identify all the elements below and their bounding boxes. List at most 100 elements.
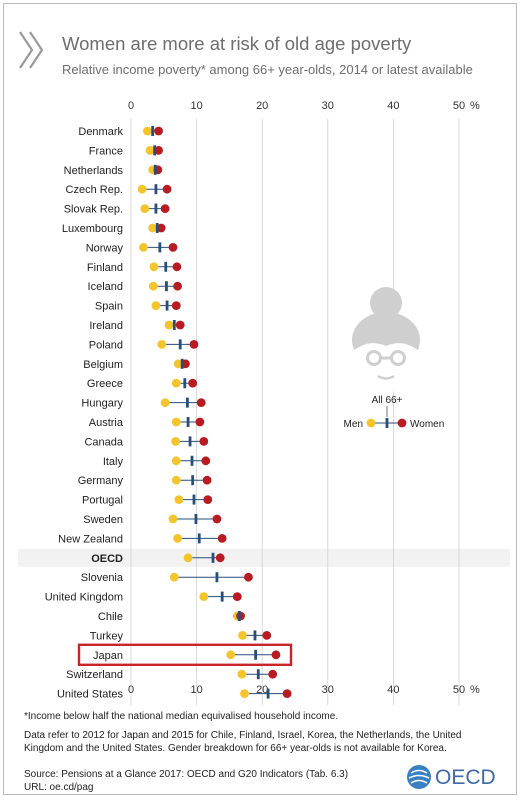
category-label: Slovenia: [81, 572, 124, 584]
all-marker: [165, 281, 168, 292]
source-text: Source: Pensions at a Glance 2017: OECD …: [24, 769, 349, 780]
men-dot: [171, 378, 181, 388]
oecd-logo-text: OECD: [435, 766, 496, 789]
women-dot: [160, 204, 170, 214]
chart-frame: [3, 3, 517, 795]
source-block: Source: Pensions at a Glance 2017: OECD …: [24, 768, 348, 794]
men-dot: [137, 184, 147, 194]
category-label: Switzerland: [66, 669, 123, 681]
category-label: Luxembourg: [62, 223, 123, 235]
all-marker: [192, 494, 196, 505]
all-marker: [266, 688, 270, 699]
women-dot: [168, 243, 178, 252]
women-dot: [188, 378, 198, 388]
men-dot: [164, 320, 174, 330]
category-label: Ireland: [89, 320, 123, 332]
women-dot: [271, 650, 281, 660]
men-dot: [240, 689, 249, 698]
all-marker: [178, 339, 182, 350]
all-marker: [153, 164, 157, 175]
legend-women-label: Women: [410, 419, 444, 430]
icon-hair-bun: [370, 287, 402, 319]
all-marker: [197, 533, 201, 544]
x-tick-label: 30: [322, 684, 334, 696]
x-tick-label: 40: [387, 684, 399, 696]
men-dot: [149, 262, 159, 272]
x-tick-label: 10: [190, 100, 202, 112]
chart-title: Women are more at risk of old age povert…: [62, 33, 412, 54]
women-dot: [244, 572, 253, 582]
all-marker: [254, 649, 258, 660]
women-dot: [268, 669, 278, 679]
all-marker: [151, 126, 155, 136]
category-label: Spain: [95, 301, 123, 313]
women-dot: [262, 631, 272, 640]
category-label: Netherlands: [64, 165, 124, 177]
x-tick-label: 20: [256, 100, 268, 112]
men-dot: [238, 631, 247, 640]
men-dot: [148, 223, 158, 233]
men-dot: [173, 359, 183, 369]
category-label: Italy: [103, 456, 124, 468]
men-dot: [171, 437, 181, 446]
women-dot: [173, 281, 182, 291]
category-label: United Kingdom: [45, 592, 123, 604]
category-label: Denmark: [78, 126, 123, 138]
women-dot: [156, 223, 166, 233]
women-dot: [172, 262, 182, 272]
women-dot: [189, 340, 199, 349]
source-url: URL: oe.cd/pag: [24, 782, 94, 793]
men-dot: [237, 669, 247, 679]
all-marker: [154, 203, 158, 214]
all-marker: [188, 436, 192, 447]
data-note: Data refer to 2012 for Japan and 2015 fo…: [24, 730, 462, 754]
category-label: Turkey: [90, 630, 124, 642]
women-dot: [202, 475, 212, 485]
men-dot: [168, 514, 178, 524]
x-tick-label: 50: [453, 100, 465, 112]
oecd-logo: OECD: [407, 765, 496, 789]
men-dot: [171, 456, 181, 466]
category-label: Portugal: [82, 495, 123, 507]
x-tick-label: 0: [128, 100, 134, 112]
all-marker: [253, 630, 257, 641]
all-marker: [158, 242, 162, 253]
all-marker: [220, 591, 224, 602]
all-marker: [153, 145, 157, 156]
all-marker: [194, 514, 198, 524]
x-unit-label: %: [470, 100, 480, 112]
footnote: *Income below half the national median e…: [24, 711, 339, 722]
category-label: Sweden: [83, 514, 123, 526]
men-dot: [169, 572, 179, 582]
category-label: Iceland: [88, 281, 123, 293]
x-tick-label: 10: [190, 684, 202, 696]
all-marker: [164, 261, 168, 272]
category-label: Canada: [84, 436, 123, 448]
category-label: Norway: [86, 242, 124, 254]
women-dot: [154, 126, 163, 136]
dot-range-chart: 0 0 10 10 20 20 30 30 40 40 50 50%% Denmark France Ne…: [18, 100, 510, 705]
men-dot: [157, 340, 167, 349]
legend-men-dot: [366, 418, 376, 428]
all-marker: [180, 358, 184, 369]
men-dot: [143, 126, 152, 136]
chart-subtitle: Relative income poverty* among 66+ year-…: [62, 62, 473, 77]
all-marker: [155, 223, 159, 233]
women-dot: [199, 437, 209, 446]
women-dot: [154, 146, 163, 155]
category-label: Austria: [89, 417, 124, 429]
x-tick-label: 20: [256, 684, 268, 696]
icon-smile: [377, 374, 395, 380]
women-dot: [232, 592, 242, 601]
x-tick-label: 40: [387, 100, 399, 112]
men-dot: [139, 243, 148, 252]
x-tick-label: 30: [322, 100, 334, 112]
men-dot: [148, 281, 158, 291]
women-dot: [196, 398, 206, 407]
x-tick-label: 0: [128, 684, 134, 696]
category-label: Slovak Rep.: [64, 204, 123, 216]
men-dot: [151, 301, 161, 310]
all-marker: [191, 475, 195, 486]
category-label: Finland: [87, 262, 123, 274]
women-dot: [162, 184, 172, 194]
